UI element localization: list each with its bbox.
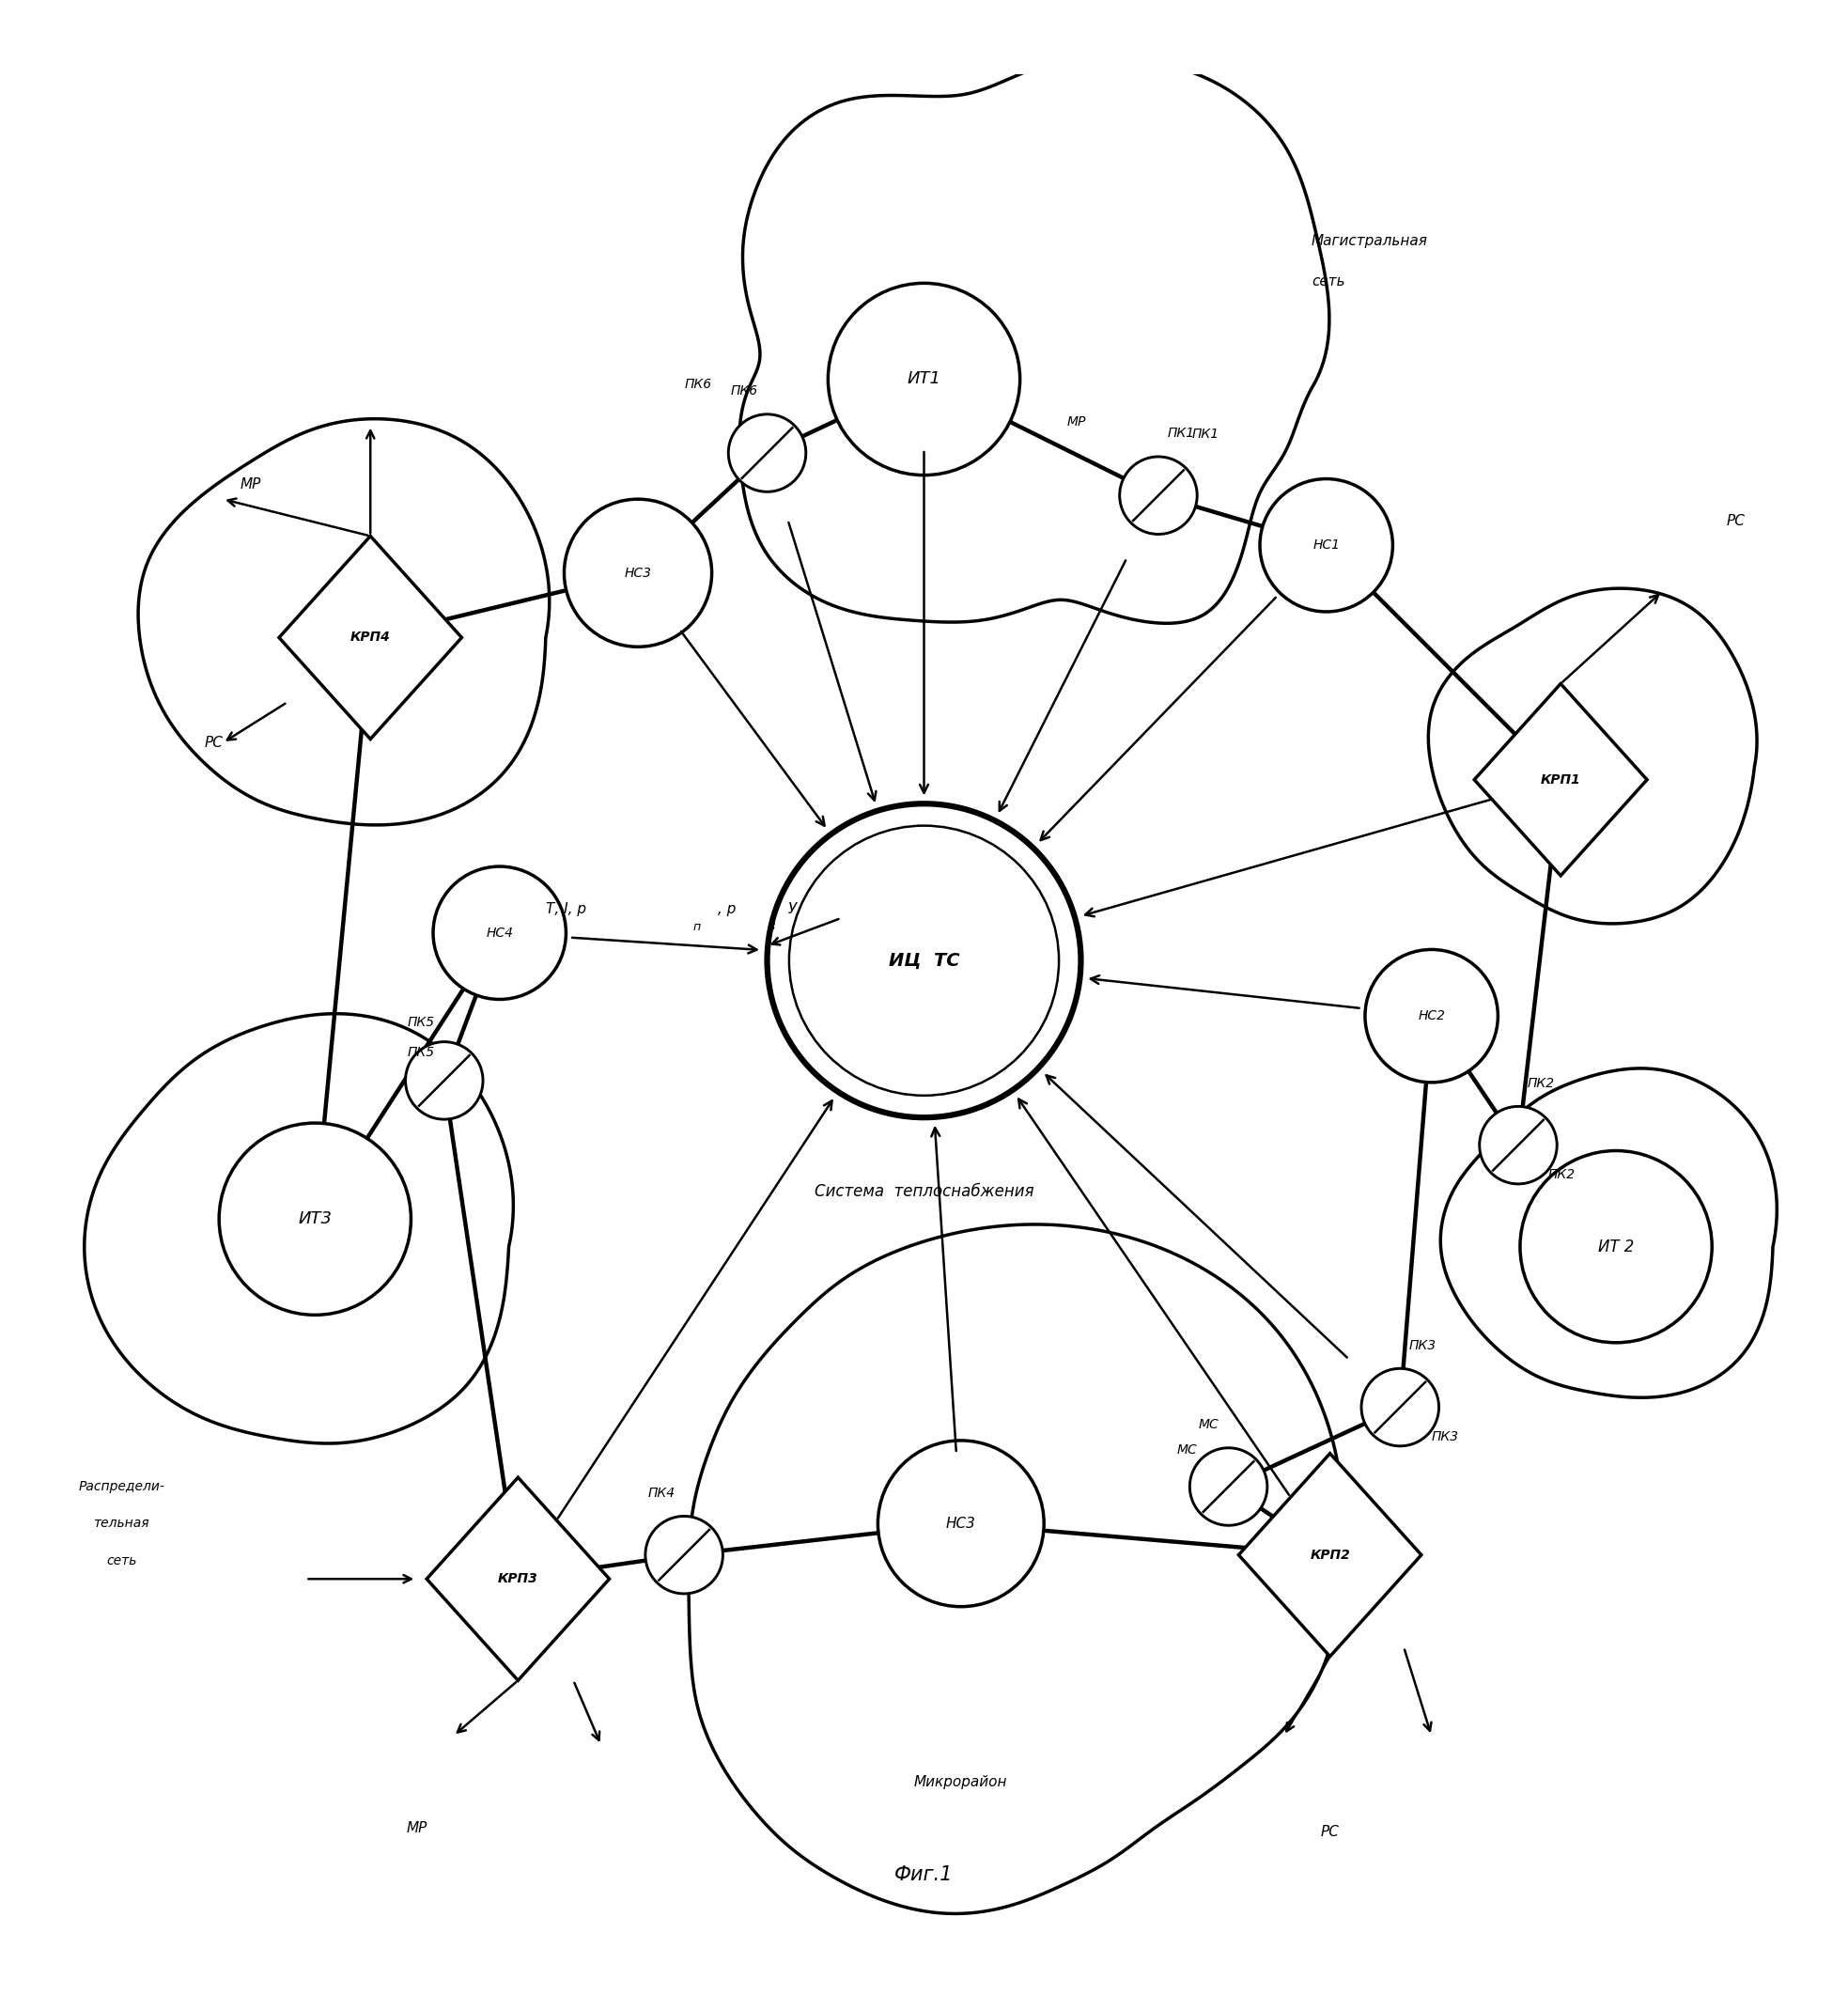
- Circle shape: [728, 415, 806, 491]
- Text: КРП4: КРП4: [351, 630, 390, 644]
- Text: ПК1: ПК1: [1192, 429, 1220, 441]
- Text: сеть: сеть: [1312, 273, 1345, 289]
- Text: , р: , р: [717, 902, 736, 916]
- Text: НС1: НС1: [1312, 539, 1340, 553]
- Text: ИТ3: ИТ3: [298, 1211, 333, 1227]
- Text: ПК6: ПК6: [684, 379, 711, 391]
- Polygon shape: [1441, 1069, 1778, 1398]
- Polygon shape: [427, 1478, 610, 1680]
- Circle shape: [432, 866, 565, 999]
- Polygon shape: [1238, 1454, 1421, 1656]
- Text: ПК3: ПК3: [1410, 1339, 1436, 1353]
- Text: НС4: НС4: [486, 926, 514, 940]
- Text: Т, I, р: Т, I, р: [545, 902, 586, 916]
- Polygon shape: [139, 419, 549, 826]
- Text: МР: МР: [1068, 415, 1087, 429]
- Text: КРП2: КРП2: [1310, 1548, 1351, 1562]
- Circle shape: [878, 1440, 1044, 1606]
- Text: ИТ 2: ИТ 2: [1599, 1239, 1634, 1255]
- Text: НС2: НС2: [1417, 1009, 1445, 1023]
- Text: Фиг.1: Фиг.1: [894, 1865, 954, 1883]
- Circle shape: [767, 804, 1081, 1117]
- Text: ПК3: ПК3: [1432, 1430, 1458, 1442]
- Text: ПК6: ПК6: [730, 385, 758, 397]
- Text: тельная: тельная: [92, 1516, 150, 1530]
- Text: п: п: [693, 922, 700, 934]
- Text: ПК1: ПК1: [1168, 427, 1196, 441]
- Text: ПК4: ПК4: [647, 1486, 675, 1500]
- Circle shape: [1120, 457, 1198, 535]
- Circle shape: [220, 1123, 410, 1315]
- Polygon shape: [85, 1013, 514, 1444]
- Circle shape: [1362, 1369, 1440, 1446]
- Text: НС3: НС3: [946, 1516, 976, 1530]
- Text: МС: МС: [1177, 1442, 1198, 1456]
- Text: У: У: [784, 902, 796, 916]
- Circle shape: [828, 283, 1020, 475]
- Text: РС: РС: [203, 736, 224, 750]
- Text: МС: МС: [1199, 1418, 1220, 1430]
- Circle shape: [1260, 479, 1393, 612]
- Text: РС: РС: [1726, 515, 1745, 529]
- Text: ИТ1: ИТ1: [907, 371, 941, 387]
- Circle shape: [564, 499, 711, 646]
- Circle shape: [1366, 950, 1499, 1083]
- Text: ПК2: ПК2: [1528, 1077, 1554, 1089]
- Text: КРП3: КРП3: [497, 1572, 538, 1586]
- Text: МР: МР: [407, 1821, 427, 1835]
- Circle shape: [1480, 1107, 1558, 1183]
- Text: Магистральная: Магистральная: [1312, 233, 1429, 247]
- Polygon shape: [279, 537, 462, 738]
- Text: В: В: [767, 922, 776, 934]
- Polygon shape: [1475, 684, 1647, 876]
- Text: ПК5: ПК5: [408, 1015, 434, 1029]
- Polygon shape: [689, 1225, 1343, 1913]
- Circle shape: [1190, 1448, 1268, 1526]
- Text: НС3: НС3: [625, 567, 652, 579]
- Text: ИЦ  ТС: ИЦ ТС: [889, 952, 959, 970]
- Circle shape: [645, 1516, 723, 1594]
- Text: ПК5: ПК5: [408, 1045, 434, 1059]
- Text: РС: РС: [1321, 1825, 1340, 1839]
- Polygon shape: [739, 58, 1329, 622]
- Polygon shape: [1429, 589, 1757, 924]
- Text: МР: МР: [240, 477, 261, 491]
- Circle shape: [405, 1041, 482, 1119]
- Text: Система  теплоснабжения: Система теплоснабжения: [815, 1183, 1033, 1199]
- Text: ПК2: ПК2: [1549, 1169, 1574, 1181]
- Text: Распредели-: Распредели-: [78, 1480, 164, 1492]
- Text: КРП1: КРП1: [1541, 774, 1580, 786]
- Circle shape: [1521, 1151, 1711, 1343]
- Text: Микрорайон: Микрорайон: [915, 1776, 1007, 1790]
- Text: сеть: сеть: [105, 1554, 137, 1566]
